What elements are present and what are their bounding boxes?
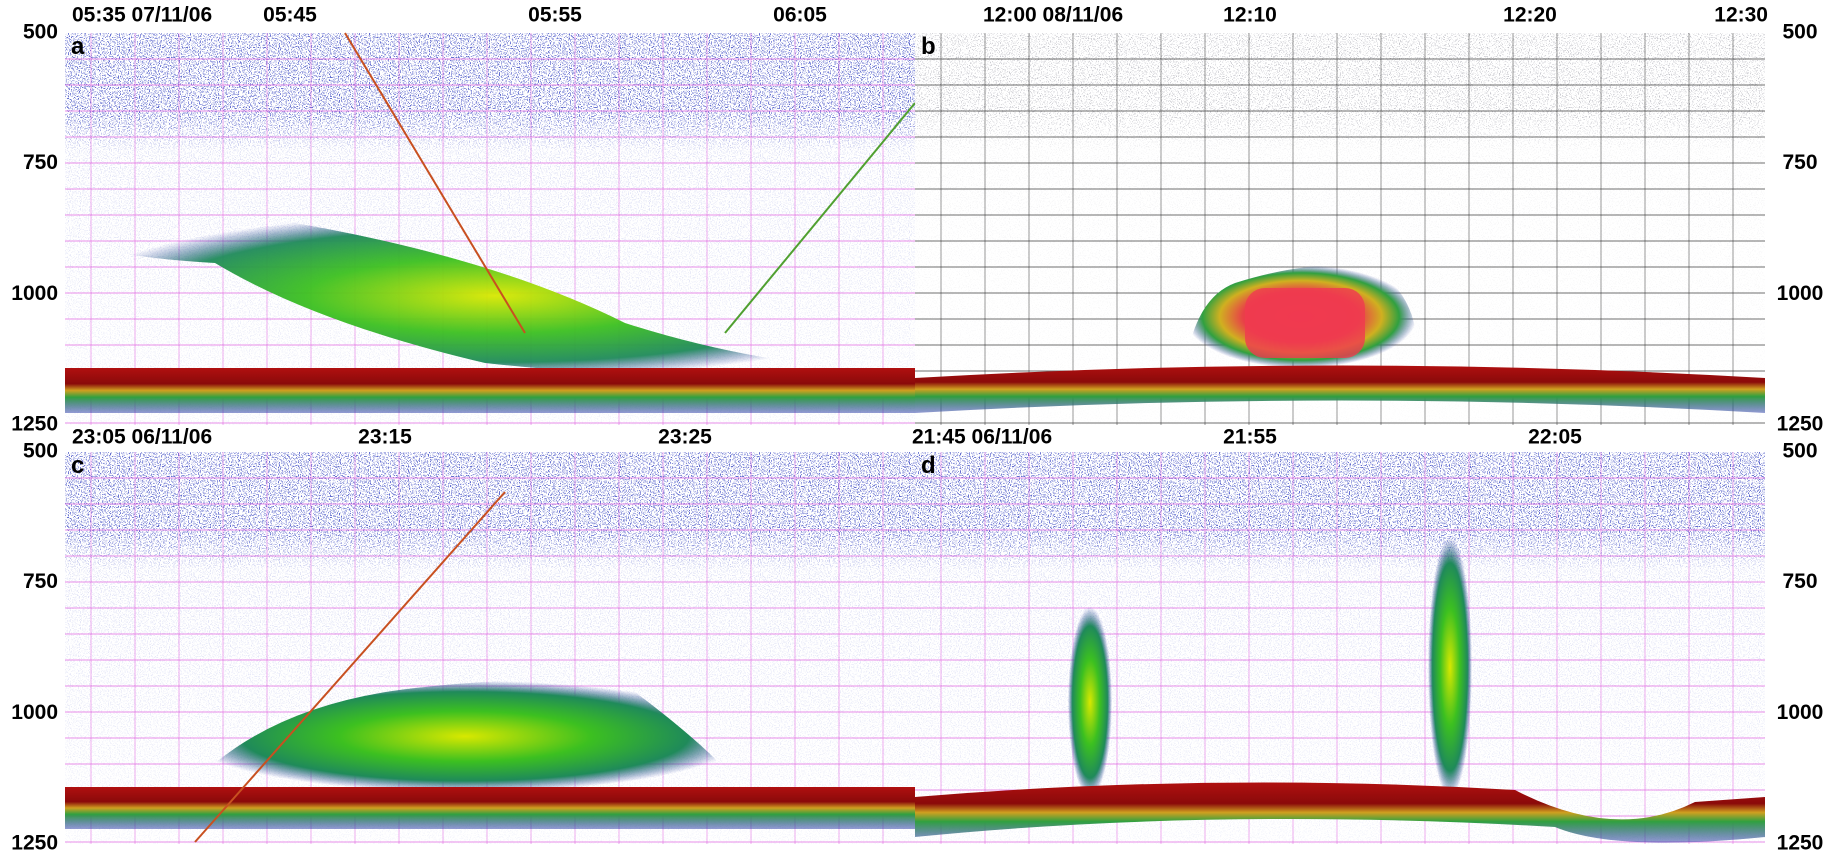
seabed <box>915 365 1765 413</box>
depth-label: 500 <box>23 440 58 463</box>
depth-label: 750 <box>1782 151 1817 174</box>
time-label: 05:55 <box>528 4 582 27</box>
depth-label: 1000 <box>11 282 58 305</box>
time-label: 05:35 07/11/06 <box>72 4 212 27</box>
panel-letter: a <box>71 33 85 60</box>
depth-label: 1000 <box>1777 282 1824 305</box>
time-label: 12:20 <box>1503 4 1557 27</box>
fish-school-core <box>1245 288 1365 358</box>
time-label: 23:05 06/11/06 <box>72 426 212 449</box>
fish-layer <box>75 212 915 379</box>
time-label: 22:05 <box>1528 426 1582 449</box>
panel-letter: d <box>921 452 936 479</box>
panel-letter: c <box>71 452 84 479</box>
depth-label: 1250 <box>1777 832 1824 855</box>
fish-school <box>1428 537 1472 797</box>
depth-label: 1000 <box>11 701 58 724</box>
fish-layer <box>185 680 745 792</box>
panel-c: c <box>65 452 915 844</box>
time-label: 12:00 08/11/06 <box>983 4 1123 27</box>
panel-d: d <box>915 452 1765 844</box>
time-label: 05:45 <box>263 4 317 27</box>
time-label: 12:30 <box>1714 4 1768 27</box>
time-label: 23:25 <box>658 426 712 449</box>
depth-label: 750 <box>1782 570 1817 593</box>
panel-letter: b <box>921 33 936 60</box>
depth-label: 500 <box>1782 21 1817 44</box>
depth-label: 1250 <box>1777 413 1824 436</box>
trace <box>724 102 916 334</box>
trace <box>344 32 526 334</box>
depth-label: 500 <box>1782 440 1817 463</box>
time-label: 21:55 <box>1223 426 1277 449</box>
depth-label: 1250 <box>11 413 58 436</box>
panel-b: b <box>915 33 1765 425</box>
seabed <box>65 368 915 413</box>
depth-labels: 500 500 750 750 1000 1000 1250 1250 500 500 750 750… <box>11 21 1823 855</box>
depth-label: 750 <box>23 570 58 593</box>
depth-label: 750 <box>23 151 58 174</box>
depth-label: 1250 <box>11 832 58 855</box>
trace <box>194 491 506 843</box>
time-label: 12:10 <box>1223 4 1277 27</box>
fish-school <box>1068 607 1112 797</box>
panel-a: a <box>65 32 916 425</box>
seabed <box>65 787 915 829</box>
seabed <box>915 782 1765 843</box>
depth-label: 500 <box>23 21 58 44</box>
time-label: 21:45 06/11/06 <box>912 426 1052 449</box>
depth-label: 1000 <box>1777 701 1824 724</box>
time-label: 06:05 <box>773 4 827 27</box>
time-label: 23:15 <box>358 426 412 449</box>
speckle <box>915 452 1765 844</box>
